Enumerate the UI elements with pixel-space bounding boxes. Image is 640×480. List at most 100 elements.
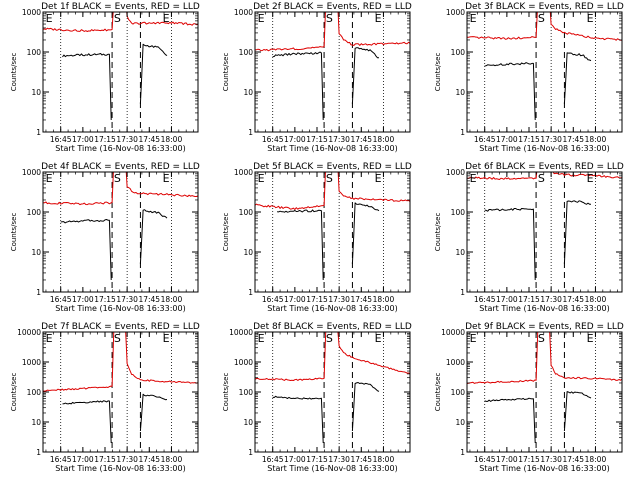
y-tick-label: 10: [243, 88, 253, 97]
x-tick-label: 18:00: [373, 455, 395, 464]
y-tick-label: 1: [460, 448, 465, 457]
axes-frame: [42, 331, 199, 453]
x-tick-label: 17:15: [94, 295, 116, 304]
series-lld: [467, 332, 622, 385]
segment-marker-label: S: [538, 332, 545, 345]
x-tick-label: 17:30: [540, 295, 562, 304]
x-tick-label: 17:15: [518, 455, 540, 464]
y-tick-label: 1: [36, 288, 41, 297]
segment-marker-label: S: [538, 172, 545, 185]
segment-marker-label: S: [114, 12, 121, 25]
segment-marker-label: E: [587, 172, 594, 185]
chart-panel: Det 6f BLACK = Events, RED = LLD 1 10 100 10…: [434, 162, 624, 313]
chart-panel: Det 7f BLACK = Events, RED = LLD 1 10 100 10…: [10, 322, 200, 473]
series-lld: [255, 172, 410, 210]
series-lld: [43, 12, 198, 32]
x-tick-label: 17:30: [116, 455, 138, 464]
segment-marker-label: S: [326, 172, 333, 185]
y-tick-label: 1: [460, 288, 465, 297]
data-line-lld: [255, 12, 326, 52]
data-line-events: [563, 200, 592, 265]
x-tick-label: 16:45: [262, 455, 284, 464]
data-line-lld: [43, 332, 115, 392]
x-tick-label: 18:00: [585, 295, 607, 304]
data-line-events: [272, 51, 324, 121]
x-axis-label: Start Time (16-Nov-08 16:33:00): [479, 304, 609, 313]
data-line-lld: [255, 172, 326, 210]
series-events: [277, 202, 380, 281]
chart-panel: Det 5f BLACK = Events, RED = LLD 1 10 100 10…: [222, 162, 412, 313]
data-line-lld: [337, 12, 410, 46]
x-tick-label: 17:00: [496, 135, 518, 144]
y-tick-label: 10: [31, 418, 41, 427]
y-tick-label: 100: [27, 208, 42, 217]
x-tick-label: 17:15: [518, 295, 540, 304]
axes-frame: [254, 11, 411, 133]
y-axis-label: Counts/sec: [10, 53, 18, 92]
x-tick-label: 17:15: [306, 455, 328, 464]
x-tick-label: 17:15: [306, 295, 328, 304]
chart-panel: Det 3f BLACK = Events, RED = LLD 1 10 100 10…: [434, 2, 624, 153]
data-line-events: [139, 209, 168, 265]
x-tick-label: 17:45: [562, 135, 584, 144]
x-tick-label: 17:45: [138, 295, 160, 304]
x-tick-label: 17:45: [350, 135, 372, 144]
segment-marker-label: E: [258, 332, 265, 345]
series-lld: [467, 12, 622, 41]
y-tick-label: 10: [455, 418, 465, 427]
x-tick-label: 16:45: [50, 295, 72, 304]
data-line-lld: [125, 172, 198, 197]
x-axis-label: Start Time (16-Nov-08 16:33:00): [55, 144, 185, 153]
y-axis-label: Counts/sec: [434, 53, 442, 92]
y-tick-label: 10: [31, 88, 41, 97]
series-lld: [255, 332, 410, 381]
y-tick-label: 100: [27, 388, 42, 397]
x-tick-label: 16:45: [50, 455, 72, 464]
y-tick-label: 1000: [234, 8, 253, 17]
y-tick-label: 1: [248, 448, 253, 457]
axes-frame: [466, 331, 623, 453]
y-tick-label: 10: [31, 248, 41, 257]
y-tick-label: 1000: [446, 358, 465, 367]
y-tick-label: 10: [243, 248, 253, 257]
series-events: [484, 52, 592, 121]
x-tick-label: 17:45: [138, 135, 160, 144]
x-tick-label: 17:15: [306, 135, 328, 144]
y-tick-label: 1000: [22, 8, 41, 17]
data-line-lld: [467, 332, 539, 385]
series-events: [484, 200, 592, 281]
axes-frame: [42, 11, 199, 133]
data-line-events: [563, 52, 592, 105]
x-tick-label: 17:00: [496, 295, 518, 304]
data-line-events: [351, 382, 380, 432]
data-line-lld: [467, 12, 538, 40]
panel-title: Det 8f BLACK = Events, RED = LLD: [253, 322, 412, 332]
y-tick-label: 10000: [229, 328, 253, 337]
data-line-events: [484, 208, 536, 281]
x-tick-label: 17:45: [138, 455, 160, 464]
x-tick-label: 18:00: [161, 455, 183, 464]
series-events: [60, 209, 168, 281]
x-tick-label: 17:00: [496, 455, 518, 464]
y-tick-label: 10000: [441, 328, 465, 337]
data-line-events: [139, 393, 168, 432]
x-axis-label: Start Time (16-Nov-08 16:33:00): [479, 144, 609, 153]
segment-marker-label: E: [470, 172, 477, 185]
data-line-lld: [337, 172, 410, 202]
y-tick-label: 1000: [234, 358, 253, 367]
axes-frame: [254, 331, 411, 453]
data-line-lld: [125, 332, 198, 384]
segment-marker-label: S: [326, 332, 333, 345]
y-tick-label: 1: [248, 288, 253, 297]
segment-marker-label: E: [470, 12, 477, 25]
data-line-lld: [43, 12, 114, 32]
x-tick-label: 17:15: [94, 455, 116, 464]
x-tick-label: 17:00: [72, 295, 94, 304]
y-axis-label: Counts/sec: [10, 213, 18, 252]
segment-marker-label: E: [46, 332, 53, 345]
x-tick-label: 18:00: [373, 135, 395, 144]
x-tick-label: 17:00: [72, 455, 94, 464]
segment-marker-label: S: [114, 332, 121, 345]
y-tick-label: 10000: [17, 328, 41, 337]
